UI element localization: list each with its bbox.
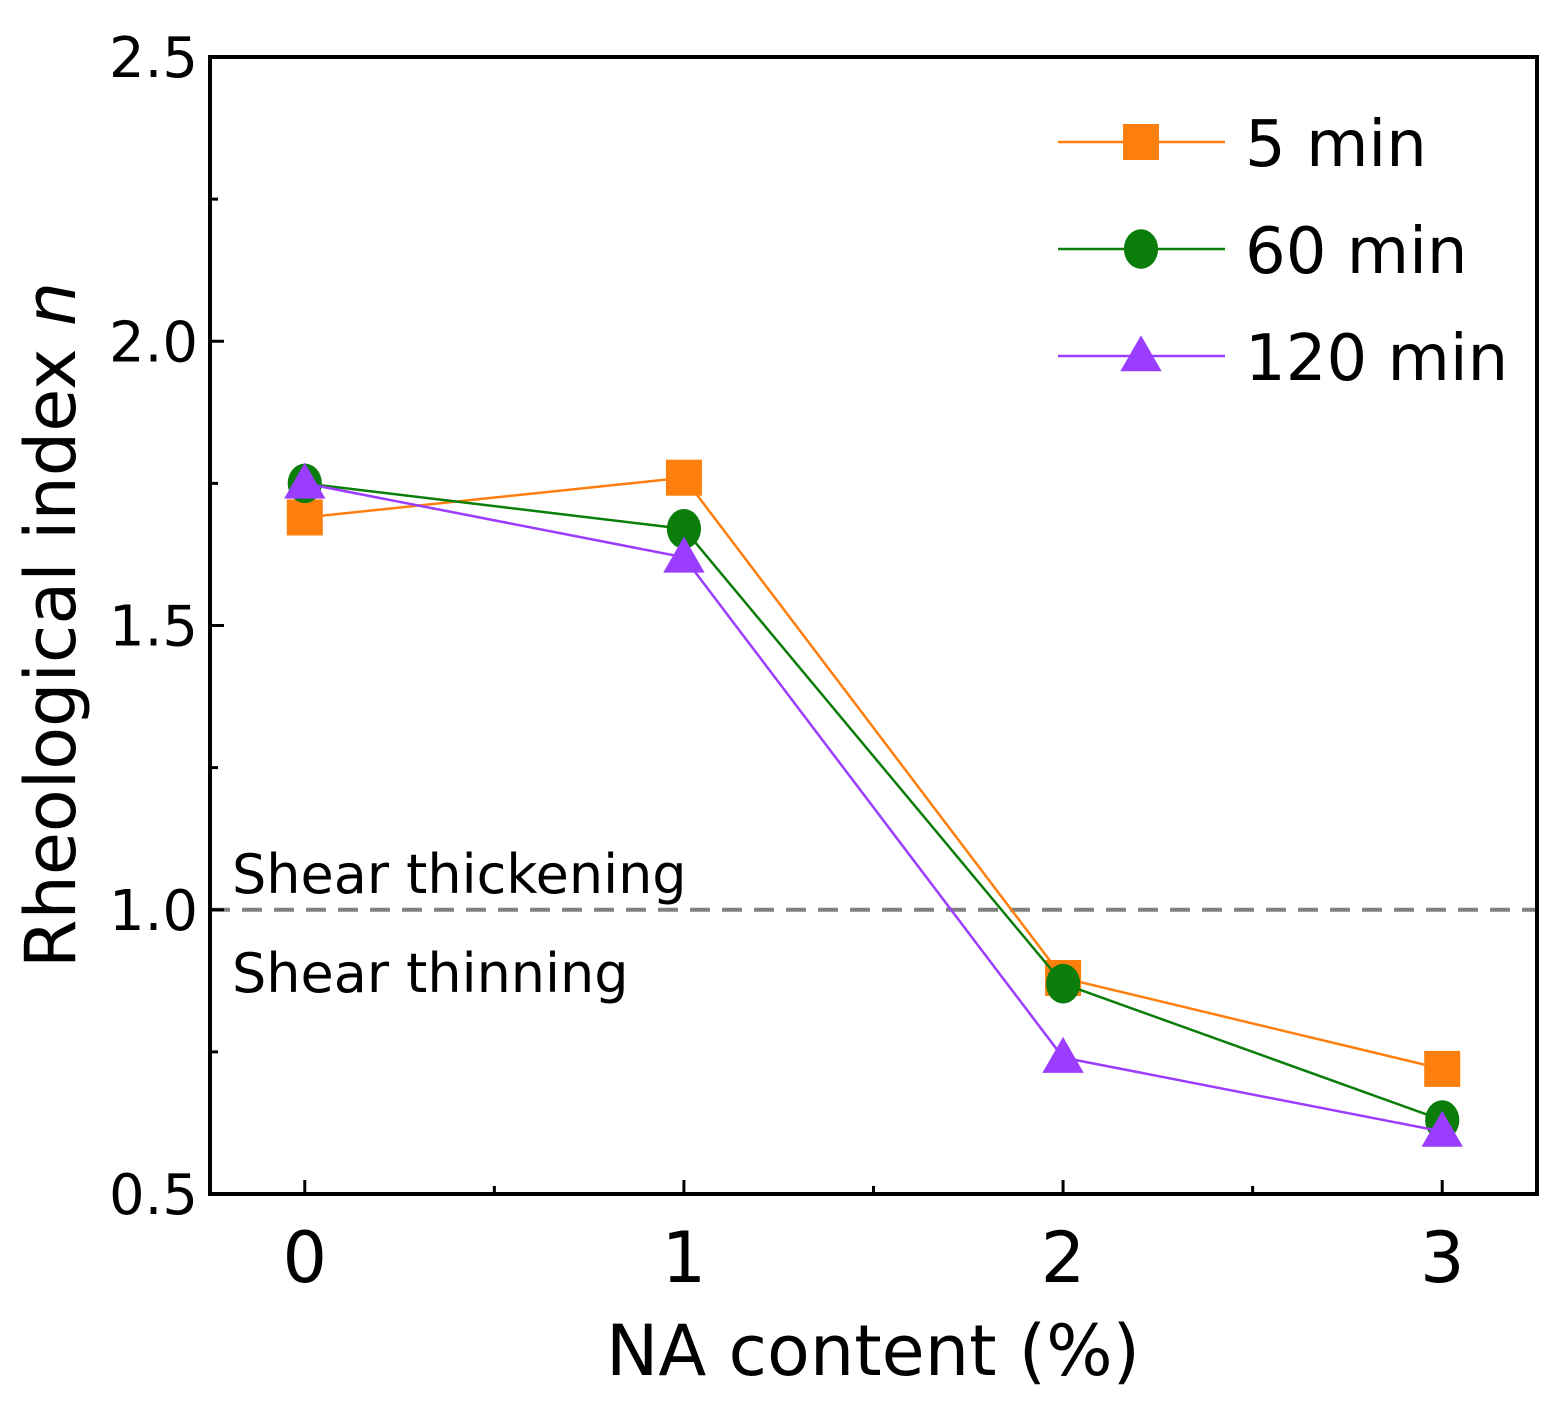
x-tick-label: 2 xyxy=(1041,1217,1086,1299)
data-point xyxy=(1045,963,1081,1004)
data-point xyxy=(666,509,702,549)
y-axis-title: Rheological index n xyxy=(10,282,92,968)
y-axis-title-variable: n xyxy=(10,282,92,326)
legend-label: 60 min xyxy=(1245,215,1467,289)
legend-label: 5 min xyxy=(1245,108,1427,182)
y-tick-label: 1.5 xyxy=(109,595,198,660)
series-line xyxy=(304,482,1443,1133)
x-tick-label: 0 xyxy=(283,1217,328,1299)
legend-item: 60 min xyxy=(1058,215,1467,289)
tick-layer: 0.5 1.0 1.5 2.0 2.5 0 1 2 3 xyxy=(109,26,1465,1299)
data-point xyxy=(663,536,705,573)
series-line xyxy=(304,482,1443,1122)
legend-marker xyxy=(1123,229,1159,269)
legend-item: 5 min xyxy=(1058,108,1427,182)
legend-marker xyxy=(1120,335,1162,372)
annotation-shear-thickening: Shear thickening xyxy=(232,843,687,906)
x-tick-label: 3 xyxy=(1420,1217,1465,1299)
legend-marker xyxy=(1123,124,1159,160)
y-tick-label: 2.5 xyxy=(109,26,198,91)
data-point xyxy=(284,462,326,499)
legend-label: 120 min xyxy=(1245,322,1508,396)
series-60-min xyxy=(287,463,1460,1140)
x-axis-title: NA content (%) xyxy=(606,1310,1140,1392)
data-point xyxy=(1421,1110,1463,1147)
y-axis-title-text: Rheological index xyxy=(10,348,92,968)
y-tick-label: 0.5 xyxy=(109,1163,198,1228)
legend-item: 120 min xyxy=(1058,322,1508,396)
series-layer xyxy=(284,459,1463,1147)
y-tick-label: 2.0 xyxy=(109,310,198,375)
data-point xyxy=(286,499,323,536)
x-tick-label: 1 xyxy=(662,1217,707,1299)
data-point xyxy=(1042,1036,1084,1073)
series-120-min xyxy=(284,462,1463,1147)
legend: 5 min 60 min 120 min xyxy=(1058,108,1508,396)
y-tick-label: 1.0 xyxy=(109,879,198,944)
annotation-shear-thinning: Shear thinning xyxy=(232,942,629,1005)
series-line xyxy=(304,476,1443,1071)
data-point xyxy=(1424,1050,1461,1087)
data-point xyxy=(665,459,702,496)
